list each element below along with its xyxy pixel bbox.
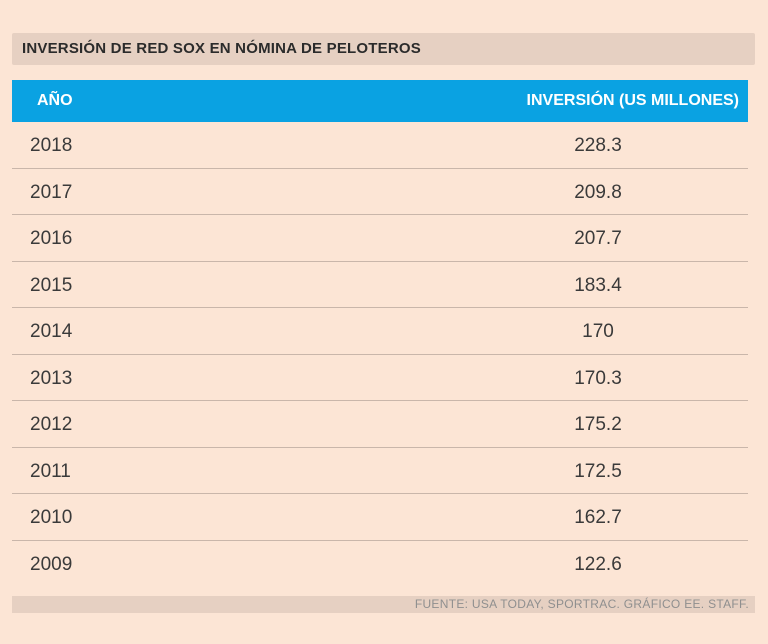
table-row: 2014 170 <box>12 308 748 355</box>
year-cell: 2010 <box>30 507 73 528</box>
table-body: 2018 228.3 2017 209.8 2016 207.7 2015 183.4 2014… <box>12 122 748 587</box>
year-cell: 2014 <box>30 321 73 342</box>
table-header: AÑO INVERSIÓN (US MILLONES) <box>12 80 748 122</box>
table-row: 2012 175.2 <box>12 401 748 448</box>
column-header-investment: INVERSIÓN (US MILLONES) <box>526 92 739 109</box>
table-row: 2016 207.7 <box>12 215 748 262</box>
investment-value: 228.3 <box>574 135 622 156</box>
table-row: 2010 162.7 <box>12 494 748 541</box>
table-row: 2018 228.3 <box>12 122 748 169</box>
year-cell: 2009 <box>30 553 73 575</box>
table-row: 2009 122.6 <box>12 541 748 588</box>
year-cell: 2018 <box>30 135 73 156</box>
investment-value: 170.3 <box>574 367 622 389</box>
year-cell: 2011 <box>30 460 71 482</box>
investment-value: 162.7 <box>574 507 622 528</box>
investment-value: 209.8 <box>574 181 622 203</box>
data-table: AÑO INVERSIÓN (US MILLONES) 2018 228.3 201… <box>12 80 748 587</box>
column-header-year: AÑO <box>37 92 73 109</box>
table-row: 2011 172.5 <box>12 448 748 494</box>
table-row: 2015 183.4 <box>12 262 748 308</box>
year-cell: 2015 <box>30 274 73 296</box>
source-bar: FUENTE: USA TODAY, SPORTRAC. GRÁFICO EE.… <box>12 596 755 613</box>
chart-title: INVERSIÓN DE RED SOX EN NÓMINA DE PELOTE… <box>22 40 421 57</box>
investment-value: 172.5 <box>574 460 622 482</box>
source-note: FUENTE: USA TODAY, SPORTRAC. GRÁFICO EE.… <box>414 597 749 611</box>
year-cell: 2013 <box>30 367 73 389</box>
year-cell: 2012 <box>30 414 73 435</box>
table-row: 2013 170.3 <box>12 355 748 401</box>
year-cell: 2017 <box>30 181 73 203</box>
table-row: 2017 209.8 <box>12 169 748 215</box>
investment-value: 170 <box>582 321 614 342</box>
investment-value: 175.2 <box>574 414 622 435</box>
investment-value: 122.6 <box>574 553 622 575</box>
title-bar: INVERSIÓN DE RED SOX EN NÓMINA DE PELOTE… <box>12 33 755 65</box>
investment-value: 207.7 <box>574 228 622 249</box>
investment-value: 183.4 <box>574 274 622 296</box>
year-cell: 2016 <box>30 228 73 249</box>
